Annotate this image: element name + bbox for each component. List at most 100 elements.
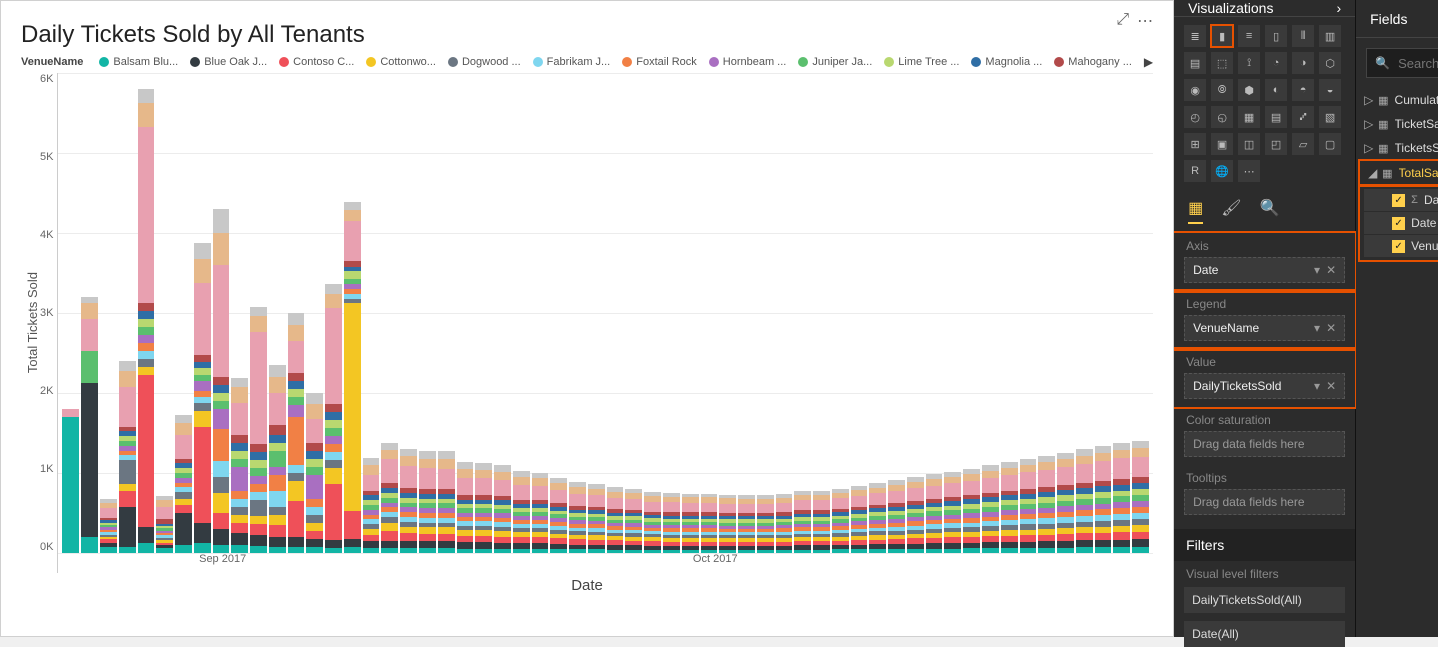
bar[interactable] [550,478,567,553]
collapse-viz-icon[interactable]: › [1336,0,1341,16]
bar[interactable] [757,495,774,553]
analytics-mode-icon[interactable]: 🔍 [1260,198,1280,224]
bar[interactable] [494,465,511,553]
table-row[interactable]: ▷▦CumulativeDailySal... [1356,88,1438,112]
bar[interactable] [1132,441,1149,553]
field-row[interactable]: ✓Date [1364,212,1438,234]
viz-type-icon[interactable]: ⦾ [1211,79,1233,101]
bar[interactable] [869,483,886,553]
search-input[interactable] [1398,56,1438,71]
field-checkbox[interactable]: ✓ [1392,217,1405,230]
bar[interactable] [813,491,830,553]
bar[interactable] [325,284,342,553]
viz-type-icon[interactable]: ◵ [1211,106,1233,128]
viz-type-icon[interactable]: ≣ [1184,25,1206,47]
bar[interactable] [663,493,680,553]
legend-item[interactable]: Blue Oak J... [190,56,267,68]
bar[interactable] [344,202,361,553]
more-options-icon[interactable]: ⋯ [1137,11,1153,31]
bar[interactable] [363,458,380,553]
viz-type-icon[interactable]: ⊞ [1184,133,1206,155]
bar[interactable] [119,361,136,553]
bar[interactable] [400,449,417,553]
bar[interactable] [982,465,999,553]
bar[interactable] [194,243,211,553]
bar[interactable] [644,492,661,553]
legend-item[interactable]: Magnolia ... [971,56,1042,68]
bar[interactable] [776,494,793,553]
bar[interactable] [719,495,736,553]
bar[interactable] [250,307,267,553]
field-checkbox[interactable]: ✓ [1392,240,1405,253]
bar[interactable] [832,489,849,553]
bar[interactable] [569,482,586,553]
tooltips-well[interactable]: Drag data fields here [1184,489,1345,515]
value-well[interactable]: DailyTicketsSold▾✕ [1184,373,1345,399]
legend-item[interactable]: Foxtail Rock [622,56,697,68]
field-row[interactable]: ✓ΣDailyTicketsSold [1364,189,1438,211]
viz-type-icon[interactable]: ⬢ [1238,79,1260,101]
bar[interactable] [888,480,905,553]
bar[interactable] [231,378,248,553]
viz-type-icon[interactable]: ◫ [1238,133,1260,155]
value-well-dropdown-icon[interactable]: ▾ [1314,379,1320,393]
bar[interactable] [419,451,436,553]
legend-item[interactable]: Mahogany ... [1054,56,1132,68]
bar[interactable] [381,443,398,553]
legend-item[interactable]: Dogwood ... [448,56,521,68]
legend-item[interactable]: Juniper Ja... [798,56,872,68]
saturation-well[interactable]: Drag data fields here [1184,431,1345,457]
bar[interactable] [100,499,117,553]
viz-type-icon[interactable]: ◒ [1319,79,1341,101]
viz-type-icon[interactable]: ▢ [1319,133,1341,155]
viz-type-icon[interactable]: ▣ [1211,133,1233,155]
bar[interactable] [682,494,699,553]
viz-type-icon[interactable]: ▥ [1319,25,1341,47]
fields-search[interactable]: 🔍 [1366,48,1438,78]
legend-item[interactable]: Hornbeam ... [709,56,787,68]
legend-item[interactable]: Balsam Blu... [99,56,178,68]
bar[interactable] [62,409,79,553]
bar[interactable] [213,209,230,553]
viz-type-icon[interactable]: ◰ [1265,133,1287,155]
bar[interactable] [701,494,718,553]
value-well-remove-icon[interactable]: ✕ [1326,379,1336,393]
viz-type-icon[interactable]: ◉ [1184,79,1206,101]
bar[interactable] [1095,446,1112,553]
viz-type-icon[interactable]: ▤ [1184,52,1206,74]
chart-plot[interactable]: Sep 2017Oct 2017 [57,73,1153,573]
bar[interactable] [1020,459,1037,553]
viz-type-icon[interactable]: ◓ [1292,79,1314,101]
bar[interactable] [81,297,98,553]
bar[interactable] [588,484,605,553]
viz-type-icon[interactable]: ▯ [1265,25,1287,47]
bar[interactable] [532,473,549,553]
viz-type-icon[interactable]: ▤ [1265,106,1287,128]
bar[interactable] [175,415,192,553]
bar[interactable] [926,474,943,553]
viz-type-icon[interactable]: ▧ [1319,106,1341,128]
legend-well-remove-icon[interactable]: ✕ [1326,321,1336,335]
field-checkbox[interactable]: ✓ [1392,194,1405,207]
table-row[interactable]: ◢▦TotalSalesPerDay [1360,161,1438,185]
viz-type-icon[interactable]: ▮ [1211,25,1233,47]
bar[interactable] [1001,462,1018,553]
viz-type-icon[interactable]: ◐ [1265,79,1287,101]
legend-item[interactable]: Contoso C... [279,56,354,68]
bar[interactable] [513,471,530,553]
viz-type-icon[interactable]: R [1184,160,1206,182]
viz-type-icon[interactable]: 🌐 [1211,160,1233,182]
viz-type-icon[interactable]: ◑ [1292,52,1314,74]
legend-well[interactable]: VenueName▾✕ [1184,315,1345,341]
viz-type-icon[interactable]: ⬚ [1211,52,1233,74]
field-row[interactable]: ✓VenueName [1364,235,1438,257]
format-mode-icon[interactable]: 🖌 [1221,198,1241,224]
bar[interactable] [794,491,811,553]
viz-type-icon[interactable]: ≡ [1238,25,1260,47]
bar[interactable] [288,313,305,553]
legend-well-dropdown-icon[interactable]: ▾ [1314,321,1320,335]
filter-pill[interactable]: DailyTicketsSold(All) [1184,587,1345,613]
bar[interactable] [1113,443,1130,553]
viz-type-icon[interactable]: ◔ [1265,52,1287,74]
bar[interactable] [907,477,924,553]
